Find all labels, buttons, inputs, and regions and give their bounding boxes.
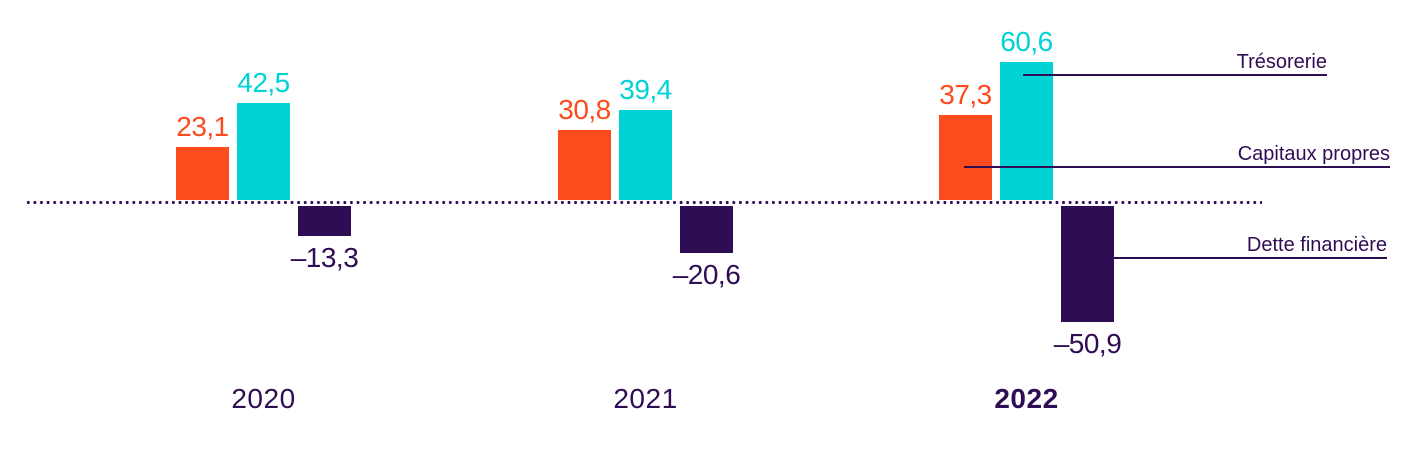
value-label-treasury-2022: 60,6: [1000, 26, 1053, 57]
value-label-treasury-2020: 42,5: [237, 67, 290, 98]
bar-treasury-2022: [1000, 62, 1053, 200]
bar-equity-2020: [176, 147, 229, 200]
bar-treasury-2021: [619, 110, 672, 200]
leader-line-equity: [964, 166, 1390, 168]
bar-debt-2020: [298, 206, 351, 236]
value-label-equity-2020: 23,1: [176, 111, 229, 142]
bar-treasury-2020: [237, 103, 290, 200]
leader-line-treasury: [1023, 74, 1327, 76]
value-label-equity-2022: 37,3: [939, 79, 992, 110]
bar-equity-2022: [939, 115, 992, 200]
series-label-debt: Dette financière: [1246, 234, 1387, 256]
value-label-debt-2021: –20,6: [672, 259, 741, 290]
leader-line-debt: [1112, 257, 1387, 259]
series-label-treasury: Trésorerie: [1236, 51, 1327, 73]
value-label-equity-2021: 30,8: [558, 94, 611, 125]
bar-equity-2021: [558, 130, 611, 200]
category-label-2021: 2021: [613, 383, 678, 414]
bar-debt-2021: [680, 206, 733, 253]
value-label-debt-2022: –50,9: [1053, 328, 1122, 359]
category-label-2022: 2022: [994, 383, 1059, 414]
category-label-2020: 2020: [231, 383, 296, 414]
value-label-treasury-2021: 39,4: [619, 74, 672, 105]
zero-baseline: [25, 200, 1262, 205]
bar-debt-2022: [1061, 206, 1114, 322]
series-label-equity: Capitaux propres: [1237, 143, 1390, 165]
value-label-debt-2020: –13,3: [290, 242, 359, 273]
